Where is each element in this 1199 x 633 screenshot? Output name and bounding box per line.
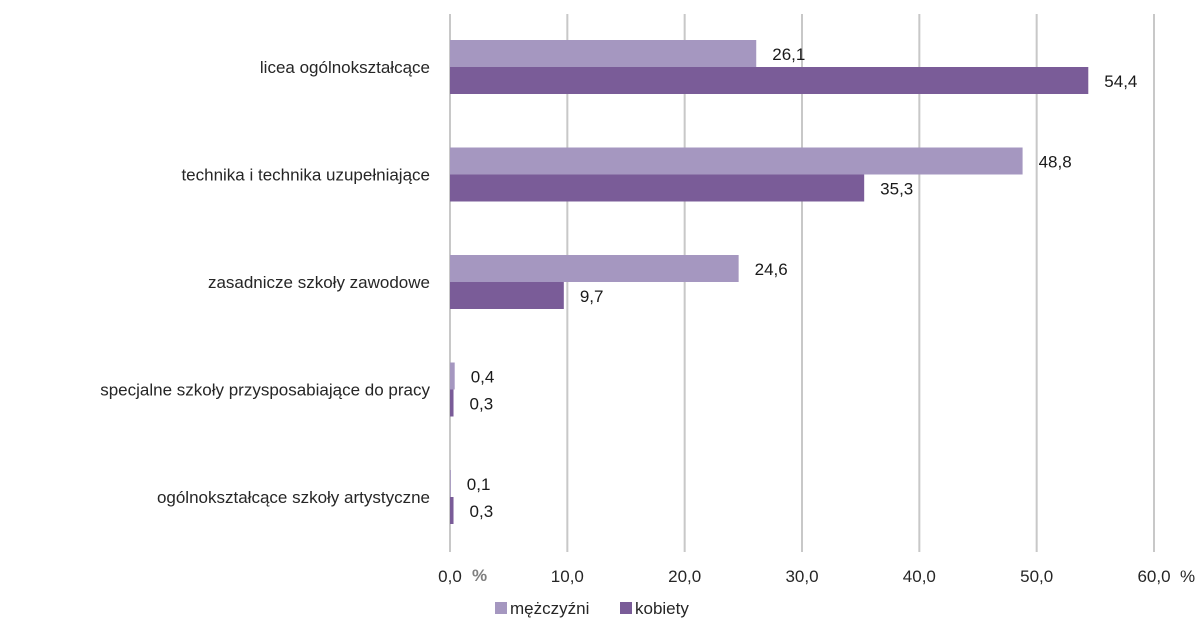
data-label: 54,4 <box>1104 72 1137 91</box>
x-axis-unit-near-zero: % <box>472 566 487 585</box>
x-tick-label: 50,0 <box>1020 567 1053 586</box>
x-axis-tick-labels: 0,0 10,0 20,0 30,0 40,0 50,0 60,0 <box>438 567 1170 586</box>
x-tick-label: 10,0 <box>551 567 584 586</box>
legend: mężczyźni kobiety <box>495 599 689 618</box>
bar <box>450 67 1089 94</box>
data-label: 26,1 <box>772 45 805 64</box>
legend-label: kobiety <box>635 599 689 618</box>
x-tick-label: 30,0 <box>785 567 818 586</box>
category-label: specjalne szkoły przysposabiające do pra… <box>100 381 430 400</box>
bar <box>450 255 739 282</box>
data-label: 0,3 <box>470 395 494 414</box>
category-label: ogólnokształcące szkoły artystyczne <box>157 488 430 507</box>
legend-label: mężczyźni <box>510 599 589 618</box>
x-tick-label: 0,0 <box>438 567 462 586</box>
bar <box>450 282 564 309</box>
category-label: zasadnicze szkoły zawodowe <box>208 273 430 292</box>
bar <box>450 470 451 497</box>
data-label: 0,3 <box>470 502 494 521</box>
category-labels: licea ogólnokształcące technika i technik… <box>100 58 430 507</box>
bar <box>450 389 454 417</box>
x-tick-label: 60,0 <box>1137 567 1170 586</box>
data-label: 48,8 <box>1039 153 1072 172</box>
data-label: 0,4 <box>471 368 495 387</box>
value-labels: 26,1 54,4 48,8 35,3 24,6 9,7 0,4 0,3 0,1 0,3 <box>467 45 1138 521</box>
legend-swatch <box>495 602 507 614</box>
x-tick-label: 40,0 <box>903 567 936 586</box>
bars <box>450 40 1089 524</box>
data-label: 35,3 <box>880 180 913 199</box>
data-label: 24,6 <box>755 260 788 279</box>
bar <box>450 40 757 67</box>
x-axis-unit-end: % <box>1180 567 1195 586</box>
bar <box>450 174 865 202</box>
category-label: technika i technika uzupełniające <box>181 166 430 185</box>
data-label: 0,1 <box>467 475 491 494</box>
bar <box>450 147 1023 175</box>
legend-swatch <box>620 602 632 614</box>
category-label: licea ogólnokształcące <box>260 58 430 77</box>
bar <box>450 362 455 390</box>
data-label: 9,7 <box>580 287 604 306</box>
x-tick-label: 20,0 <box>668 567 701 586</box>
grid-lines <box>449 14 1155 552</box>
bar <box>450 497 454 524</box>
